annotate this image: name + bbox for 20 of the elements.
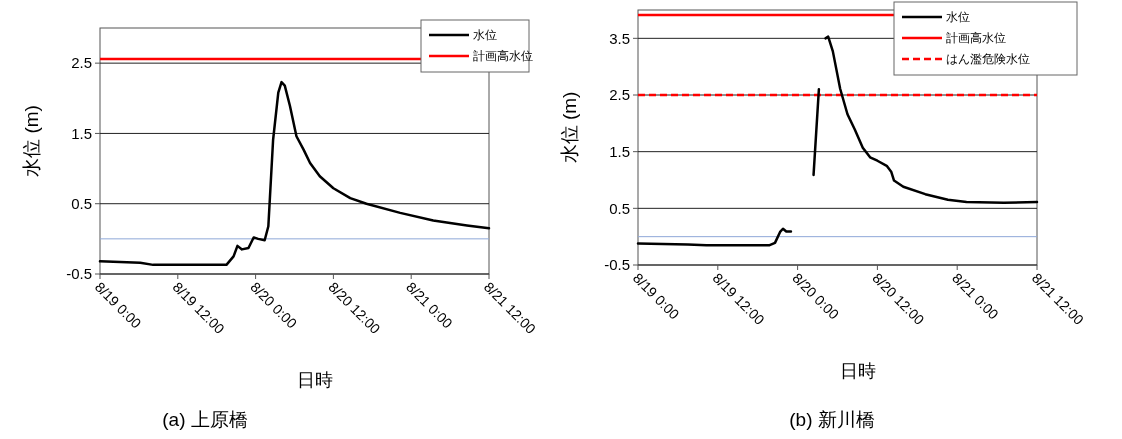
text: (b) 新川橋 bbox=[789, 409, 875, 430]
y-tick-label: -0.5 bbox=[604, 256, 630, 274]
y-axis-title: 水位 (m) bbox=[559, 91, 580, 164]
legend-label: はん濫危険水位 bbox=[946, 52, 1030, 67]
ref-line-label: 計画高水位 bbox=[473, 49, 533, 64]
y-tick-label: 3.5 bbox=[609, 29, 630, 47]
y-tick-label: 1.5 bbox=[71, 124, 92, 142]
y-axis-title: 水位 (m) bbox=[21, 105, 42, 177]
y-tick-label: 0.5 bbox=[609, 199, 630, 217]
y-tick-label: -0.5 bbox=[66, 265, 92, 283]
x-axis-title: 日時 bbox=[839, 361, 876, 381]
legend-label: 水位 bbox=[473, 28, 497, 43]
y-tick-label: 2.5 bbox=[609, 86, 630, 104]
y-tick-label: 2.5 bbox=[71, 54, 92, 72]
text: (a) 上原橋 bbox=[162, 409, 248, 430]
y-tick-label: 0.5 bbox=[71, 194, 92, 212]
legend-label: 水位 bbox=[946, 10, 970, 25]
legend-label: 計画高水位 bbox=[946, 31, 1006, 46]
y-tick-label: 1.5 bbox=[609, 142, 630, 160]
x-axis-title: 日時 bbox=[296, 370, 333, 390]
